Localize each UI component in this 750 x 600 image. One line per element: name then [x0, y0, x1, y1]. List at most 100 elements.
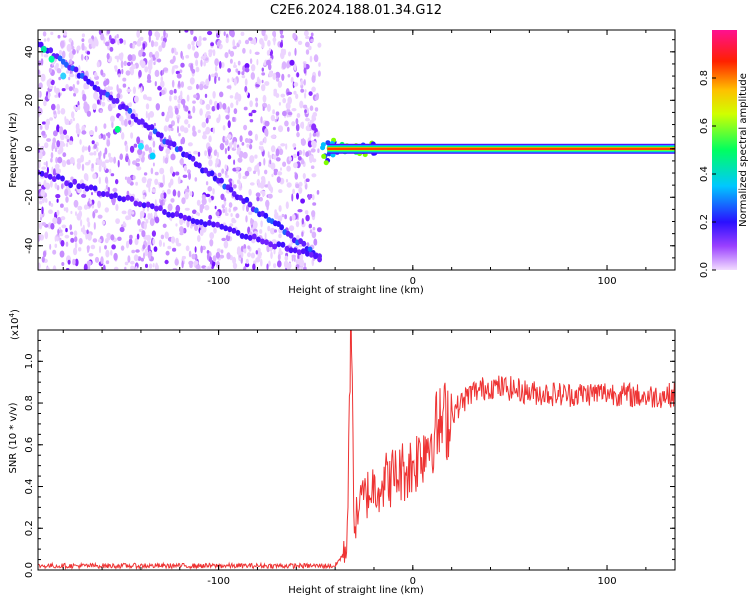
noise-speckle — [227, 231, 231, 237]
noise-speckle — [151, 188, 156, 193]
noise-speckle — [78, 158, 84, 163]
noise-speckle — [303, 104, 308, 109]
noise-speckle — [282, 161, 287, 167]
noise-speckle — [216, 32, 220, 39]
noise-speckle — [233, 159, 236, 165]
noise-speckle — [228, 208, 231, 213]
noise-speckle — [148, 263, 153, 269]
noise-speckle — [42, 250, 47, 258]
noise-speckle — [181, 197, 186, 205]
noise-speckle — [38, 82, 43, 89]
noise-speckle — [188, 260, 194, 266]
noise-speckle — [204, 267, 207, 270]
noise-speckle — [126, 190, 130, 196]
noise-speckle — [65, 227, 68, 233]
trace-point — [171, 141, 177, 148]
noise-speckle — [171, 79, 175, 88]
noise-speckle — [113, 156, 116, 164]
noise-speckle — [69, 224, 73, 231]
noise-speckle — [229, 30, 234, 37]
noise-speckle — [305, 117, 310, 122]
noise-speckle — [225, 114, 230, 120]
noise-speckle — [187, 123, 191, 128]
noise-speckle — [50, 79, 55, 86]
trace-highlight — [137, 142, 144, 150]
noise-speckle — [147, 213, 151, 220]
noise-speckle — [59, 232, 64, 237]
noise-speckle — [307, 194, 311, 200]
noise-speckle — [43, 100, 47, 107]
noise-speckle — [278, 247, 282, 255]
noise-speckle — [260, 116, 263, 124]
noise-speckle — [286, 64, 290, 69]
noise-speckle — [148, 30, 153, 37]
noise-speckle — [132, 43, 136, 49]
noise-speckle — [227, 146, 230, 152]
noise-speckle — [81, 146, 85, 153]
noise-speckle — [267, 151, 270, 158]
noise-speckle — [163, 192, 167, 199]
trace-point — [219, 223, 225, 230]
trace-point — [57, 55, 63, 62]
noise-speckle — [228, 202, 233, 208]
noise-speckle — [208, 50, 213, 58]
noise-speckle — [61, 88, 66, 92]
noise-speckle — [130, 132, 134, 139]
noise-speckle — [295, 183, 300, 189]
noise-speckle — [175, 171, 180, 176]
noise-speckle — [43, 54, 49, 58]
trace-point — [96, 190, 102, 197]
noise-speckle — [299, 253, 304, 261]
trace-point — [288, 232, 294, 239]
noise-speckle — [315, 92, 319, 101]
trace-point — [117, 195, 122, 202]
trace-point — [203, 167, 209, 174]
noise-speckle — [292, 32, 297, 40]
trace-point — [100, 191, 106, 197]
noise-speckle — [111, 244, 116, 250]
noise-speckle — [222, 208, 226, 214]
noise-speckle — [122, 221, 126, 227]
noise-speckle — [150, 167, 154, 175]
noise-speckle — [198, 35, 202, 43]
noise-speckle — [138, 49, 143, 58]
noise-speckle — [255, 250, 258, 255]
noise-speckle — [158, 45, 163, 52]
noise-speckle — [41, 222, 47, 226]
noise-speckle — [229, 58, 233, 64]
y-tick-label: 0.4 — [24, 479, 35, 495]
noise-speckle — [227, 134, 232, 140]
trace-point — [170, 212, 176, 219]
noise-speckle — [298, 181, 303, 187]
noise-speckle — [76, 45, 81, 51]
noise-speckle — [303, 266, 307, 270]
noise-speckle — [183, 165, 188, 172]
noise-speckle — [254, 51, 260, 55]
noise-speckle — [258, 196, 263, 202]
noise-speckle — [255, 102, 259, 108]
noise-speckle — [76, 80, 80, 85]
noise-speckle — [127, 54, 133, 62]
noise-speckle — [268, 70, 273, 78]
noise-speckle — [164, 231, 169, 239]
noise-speckle — [179, 125, 185, 132]
trace-point — [284, 245, 290, 252]
noise-speckle — [88, 38, 93, 45]
noise-speckle — [96, 146, 99, 152]
noise-speckle — [286, 91, 293, 96]
noise-speckle — [88, 159, 91, 164]
noise-speckle — [118, 115, 124, 122]
noise-speckle — [227, 154, 232, 160]
noise-speckle — [145, 219, 149, 224]
noise-speckle — [232, 39, 236, 47]
noise-speckle — [247, 245, 251, 250]
noise-speckle — [202, 37, 207, 41]
noise-speckle — [90, 244, 96, 250]
noise-speckle — [108, 156, 114, 163]
noise-speckle — [45, 182, 51, 190]
trace-point — [51, 176, 57, 182]
noise-speckle — [207, 266, 210, 270]
noise-speckle — [163, 67, 169, 72]
trace-point — [227, 226, 233, 233]
noise-speckle — [153, 122, 156, 127]
